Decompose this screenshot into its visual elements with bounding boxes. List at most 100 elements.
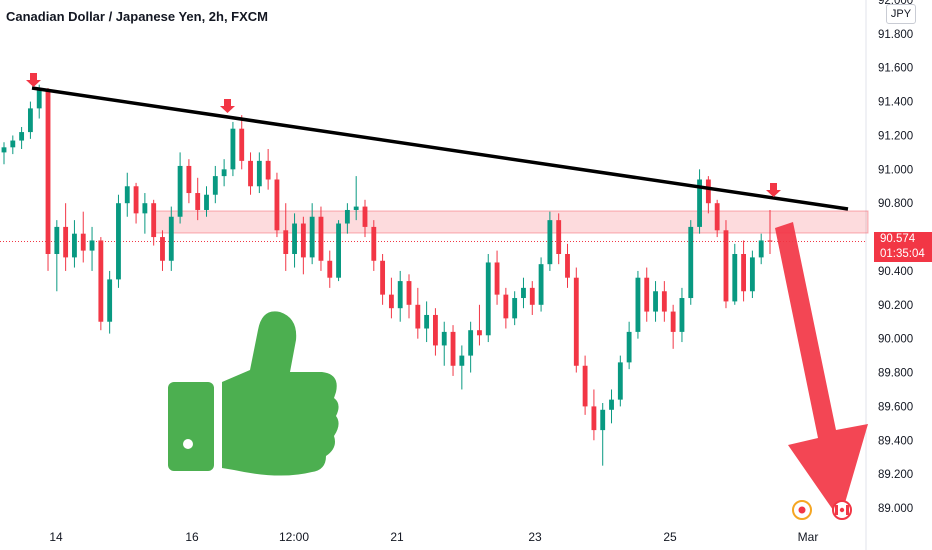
candle-up bbox=[344, 209, 350, 224]
candle-down bbox=[661, 291, 667, 312]
y-tick-label: 91.600 bbox=[878, 63, 913, 75]
candle-up bbox=[168, 216, 174, 261]
candle-up bbox=[1, 147, 7, 153]
y-tick-label: 89.600 bbox=[878, 401, 913, 413]
trendline bbox=[31, 86, 849, 211]
candle-up bbox=[212, 176, 218, 195]
event-icon-1 bbox=[792, 500, 812, 520]
candle-up bbox=[124, 186, 130, 204]
candle-down bbox=[503, 294, 509, 319]
countdown-timer: 01:35:04 bbox=[880, 248, 925, 260]
candle-down bbox=[582, 365, 588, 407]
candle-up bbox=[485, 262, 491, 336]
candle-down bbox=[160, 237, 165, 261]
candle-up bbox=[72, 233, 77, 258]
candle-up bbox=[749, 257, 755, 292]
candle-up bbox=[230, 128, 236, 170]
x-tick-label: 21 bbox=[390, 530, 404, 544]
candle-down bbox=[274, 179, 280, 231]
thumbs-up-icon bbox=[168, 311, 339, 476]
candle-down bbox=[80, 233, 86, 251]
candle-down bbox=[573, 277, 579, 366]
y-tick-label: 90.800 bbox=[878, 198, 913, 210]
y-tick-label: 89.400 bbox=[878, 435, 913, 447]
current-price-value: 90.574 bbox=[880, 233, 916, 245]
candle-down bbox=[248, 160, 253, 187]
candle-up bbox=[292, 223, 297, 254]
candle-down bbox=[300, 223, 306, 258]
candle-down bbox=[380, 260, 386, 295]
candle-down bbox=[705, 179, 711, 204]
candle-up bbox=[688, 226, 694, 299]
price-axis: 92.000 91.800 91.600 91.400 91.200 91.000 90.8… bbox=[878, 0, 913, 515]
candle-up bbox=[54, 226, 60, 254]
resistance-zone bbox=[151, 210, 869, 234]
y-tick-label: 91.200 bbox=[878, 130, 913, 142]
candle-up bbox=[204, 194, 209, 210]
chart-title: Canadian Dollar / Japanese Yen, 2h, FXCM bbox=[6, 9, 269, 24]
candle-down bbox=[186, 165, 192, 194]
y-tick-label: 90.000 bbox=[878, 334, 913, 346]
avatar-dot-icon bbox=[183, 439, 193, 449]
candle-down bbox=[450, 331, 456, 366]
candle-up bbox=[19, 132, 25, 141]
candle-down bbox=[670, 311, 676, 332]
candle-up bbox=[336, 223, 341, 278]
candle-up bbox=[653, 291, 658, 312]
candle-up bbox=[10, 140, 16, 148]
candle-up bbox=[635, 277, 641, 332]
candle-down bbox=[723, 230, 729, 302]
candle-up bbox=[512, 298, 518, 319]
candle-up bbox=[679, 298, 685, 332]
candle-up bbox=[36, 89, 42, 109]
candle-down bbox=[644, 277, 650, 312]
candle-down bbox=[327, 260, 333, 278]
candle-down bbox=[494, 262, 500, 295]
candle-down bbox=[283, 230, 289, 254]
candle-up bbox=[521, 287, 526, 299]
candle-down bbox=[556, 220, 562, 254]
candle-up bbox=[221, 169, 227, 177]
x-tick-label: 16 bbox=[185, 530, 199, 544]
candle-down bbox=[767, 240, 773, 242]
x-tick-label: 12:00 bbox=[279, 530, 309, 544]
candle-down bbox=[151, 203, 157, 238]
big-down-arrow-icon bbox=[775, 222, 868, 520]
candle-down bbox=[388, 294, 394, 309]
y-tick-label: 89.800 bbox=[878, 368, 913, 380]
candle-up bbox=[256, 160, 262, 187]
candle-down bbox=[591, 406, 597, 431]
currency-button[interactable]: JPY bbox=[886, 4, 916, 24]
candle-up bbox=[538, 264, 544, 305]
candle-up bbox=[609, 399, 614, 410]
candle-up bbox=[353, 206, 359, 210]
candle-up bbox=[27, 108, 33, 133]
candle-down bbox=[477, 330, 482, 336]
candle-up bbox=[468, 330, 474, 356]
candle-down bbox=[133, 186, 139, 214]
candle-down bbox=[98, 240, 104, 322]
candle-up bbox=[177, 165, 183, 217]
candle-up bbox=[600, 409, 606, 431]
candle-down bbox=[565, 254, 570, 278]
candle-up bbox=[309, 216, 315, 258]
candle-down bbox=[239, 128, 245, 161]
y-tick-label: 90.400 bbox=[878, 266, 913, 278]
candle-up bbox=[116, 203, 121, 280]
candle-up bbox=[617, 362, 623, 400]
candle-down bbox=[415, 304, 421, 329]
x-tick-label: 23 bbox=[528, 530, 542, 544]
y-tick-label: 90.200 bbox=[878, 300, 913, 312]
candle-down bbox=[433, 314, 438, 346]
candle-up bbox=[758, 240, 764, 258]
candle-down bbox=[195, 193, 201, 210]
candle-up bbox=[626, 331, 632, 363]
candle-down bbox=[371, 226, 377, 261]
candle-down bbox=[406, 281, 412, 305]
candle-down bbox=[265, 160, 271, 180]
candle-up bbox=[107, 279, 113, 322]
candle-down bbox=[741, 254, 747, 292]
candles-group bbox=[1, 84, 773, 466]
